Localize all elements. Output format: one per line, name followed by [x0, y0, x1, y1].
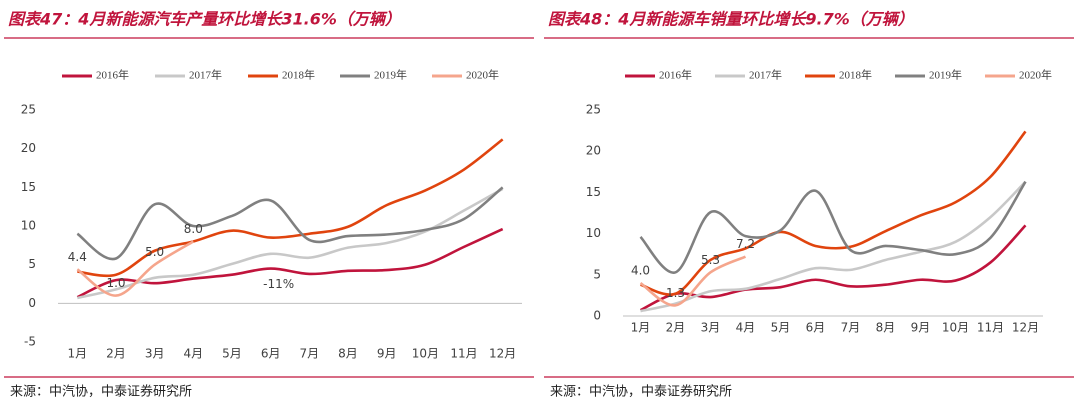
x-tick-label: 4月: [736, 321, 756, 335]
x-tick-label: 3月: [145, 347, 165, 361]
x-tick-label: 2月: [666, 321, 686, 335]
y-tick-label: 25: [586, 103, 601, 117]
data-label: 8.0: [184, 222, 203, 236]
series-line: [76, 186, 504, 261]
x-tick-label: 5月: [222, 347, 242, 361]
series-line: [639, 224, 1027, 312]
source: 来源：中汽协，中泰证券研究所: [550, 384, 732, 400]
legend-label: 2018年: [282, 68, 315, 82]
series-line: [639, 180, 1027, 274]
chart-title: 图表47：4月新能源汽车产量环比增长31.6%（万辆）: [8, 10, 401, 29]
x-tick-label: 3月: [701, 321, 721, 335]
y-tick-label: -5: [24, 335, 36, 349]
data-label: 4.0: [631, 264, 650, 278]
x-tick-label: 10月: [412, 347, 439, 361]
legend-label: 2020年: [466, 68, 499, 82]
x-tick-label: 8月: [876, 321, 896, 335]
x-tick-label: 7月: [841, 321, 861, 335]
data-label: 5.3: [701, 253, 720, 267]
x-tick-label: 7月: [300, 347, 320, 361]
y-tick-label: 15: [21, 180, 36, 194]
y-tick-label: 0: [593, 309, 601, 323]
legend-label: 2019年: [929, 68, 962, 82]
series-line: [76, 227, 504, 299]
y-tick-label: 10: [21, 219, 36, 233]
annotation: -11%: [263, 277, 294, 291]
y-tick-label: 25: [21, 103, 36, 117]
legend-label: 2017年: [189, 68, 222, 82]
y-tick-label: 5: [593, 267, 601, 281]
data-label: 4.4: [68, 250, 87, 264]
x-tick-label: 4月: [184, 347, 204, 361]
x-tick-label: 1月: [68, 347, 88, 361]
data-label: 7.2: [736, 237, 755, 251]
source: 来源：中汽协，中泰证券研究所: [10, 384, 192, 400]
x-tick-label: 11月: [977, 321, 1004, 335]
legend-label: 2018年: [839, 68, 872, 82]
y-tick-label: 0: [28, 296, 36, 310]
series-line: [76, 240, 195, 297]
legend-label: 2016年: [659, 68, 692, 82]
series-line: [639, 255, 747, 307]
x-tick-label: 9月: [911, 321, 931, 335]
data-label: 5.0: [145, 245, 164, 259]
x-tick-label: 6月: [806, 321, 826, 335]
data-label: 1.0: [106, 276, 125, 290]
chart-title: 图表48：4月新能源车销量环比增长9.7%（万辆）: [548, 10, 914, 29]
y-tick-label: 20: [586, 144, 601, 158]
legend-label: 2020年: [1019, 68, 1052, 82]
series-line: [77, 138, 504, 278]
legend-label: 2016年: [96, 68, 129, 82]
series-line: [640, 180, 1027, 313]
y-tick-label: 15: [586, 185, 601, 199]
x-tick-label: 9月: [377, 347, 397, 361]
series-line: [640, 130, 1027, 296]
x-tick-label: 6月: [261, 347, 281, 361]
x-tick-label: 11月: [450, 347, 477, 361]
x-tick-label: 8月: [338, 347, 358, 361]
x-tick-label: 12月: [489, 347, 516, 361]
x-tick-label: 12月: [1012, 321, 1039, 335]
data-label: 1.3: [666, 286, 685, 300]
x-tick-label: 10月: [942, 321, 969, 335]
y-tick-label: 10: [586, 226, 601, 240]
legend-label: 2017年: [749, 68, 782, 82]
legend-label: 2019年: [374, 68, 407, 82]
y-tick-label: 20: [21, 141, 36, 155]
y-tick-label: 5: [28, 257, 36, 271]
x-tick-label: 2月: [106, 347, 126, 361]
x-tick-label: 5月: [771, 321, 791, 335]
x-tick-label: 1月: [631, 321, 651, 335]
